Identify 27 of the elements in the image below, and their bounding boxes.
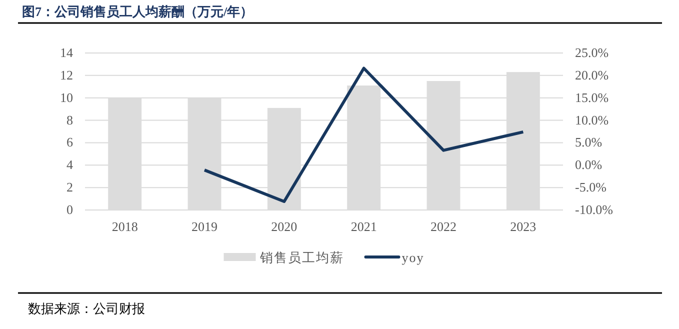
y2-tick-label: -5.0%: [575, 180, 607, 195]
y-tick-label: 8: [66, 112, 73, 128]
y2-tick-label: 25.0%: [575, 45, 609, 60]
line-series: [203, 66, 525, 203]
y-tick-label: 4: [66, 157, 74, 172]
chart-title: 图7：公司销售员工人均薪酬（万元/年）: [22, 4, 254, 19]
y-tick-label: 6: [66, 134, 74, 150]
y2-tick-label: 15.0%: [575, 90, 609, 105]
x-tick-label: 2023: [510, 219, 536, 234]
y-tick-label: 14: [60, 45, 74, 60]
y-tick-label: 0: [66, 202, 73, 217]
legend-label: yoy: [402, 250, 424, 265]
y2-tick-label: 5.0%: [575, 134, 602, 150]
y2-tick-label: 10.0%: [575, 112, 609, 128]
y2-tick-label: 20.0%: [575, 67, 609, 82]
source-note: 数据来源：公司财报: [28, 301, 145, 316]
legend-label: 销售员工均薪: [258, 250, 344, 265]
y-tick-label: 2: [66, 180, 73, 195]
y2-tick-label: 0.0%: [575, 157, 602, 172]
x-tick-label: 2021: [350, 219, 377, 234]
y-tick-label: 10: [60, 90, 73, 105]
x-tick-label: 2022: [430, 219, 456, 234]
y-tick-label: 12: [60, 67, 73, 82]
x-tick-label: 2020: [271, 219, 298, 234]
y2-tick-label: -10.0%: [575, 202, 614, 217]
x-tick-label: 2018: [112, 219, 138, 234]
x-tick-label: 2019: [192, 219, 218, 234]
